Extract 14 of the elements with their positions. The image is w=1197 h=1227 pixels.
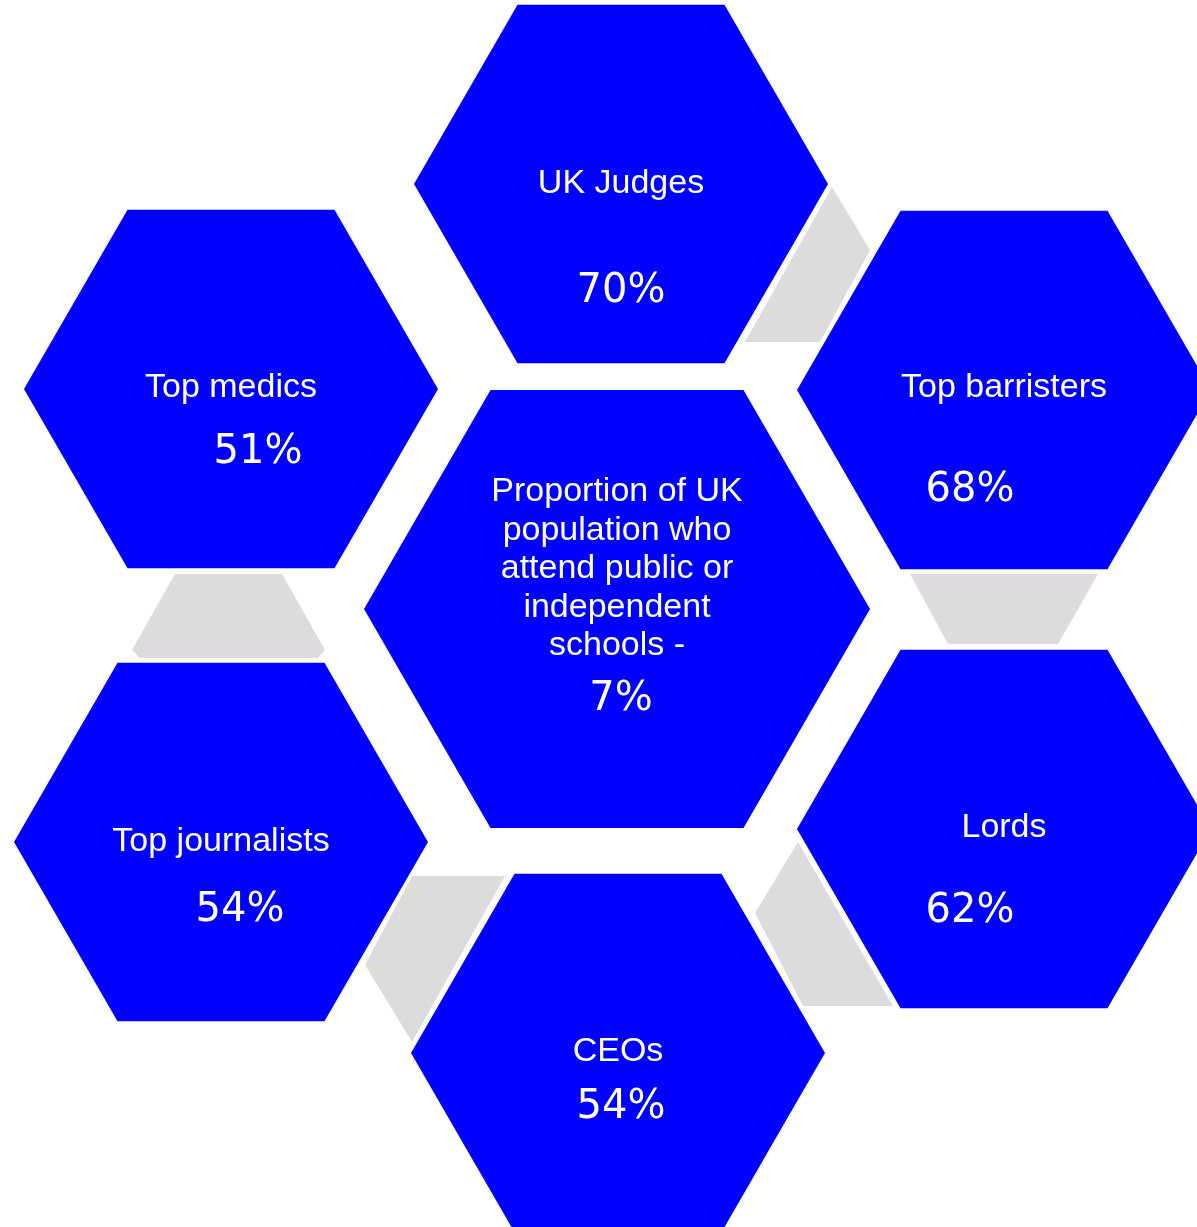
category-label: Top barristers bbox=[901, 366, 1107, 405]
data-label: 7% bbox=[589, 673, 653, 720]
category-label: Top journalists bbox=[112, 820, 330, 859]
data-label: 68% bbox=[925, 464, 1015, 511]
data-label: 54% bbox=[195, 884, 285, 931]
category-label: UK Judges bbox=[537, 162, 705, 201]
data-label: 70% bbox=[576, 265, 666, 312]
category-label: Top medics bbox=[145, 366, 317, 405]
category-label: Lords bbox=[961, 806, 1047, 845]
data-label: 54% bbox=[576, 1081, 666, 1128]
data-label: 51% bbox=[213, 426, 303, 473]
category-label: Proportion of UK population who attend public or independent schools - bbox=[491, 470, 743, 663]
data-label: 62% bbox=[925, 885, 1015, 932]
category-label: CEOs bbox=[572, 1030, 664, 1069]
